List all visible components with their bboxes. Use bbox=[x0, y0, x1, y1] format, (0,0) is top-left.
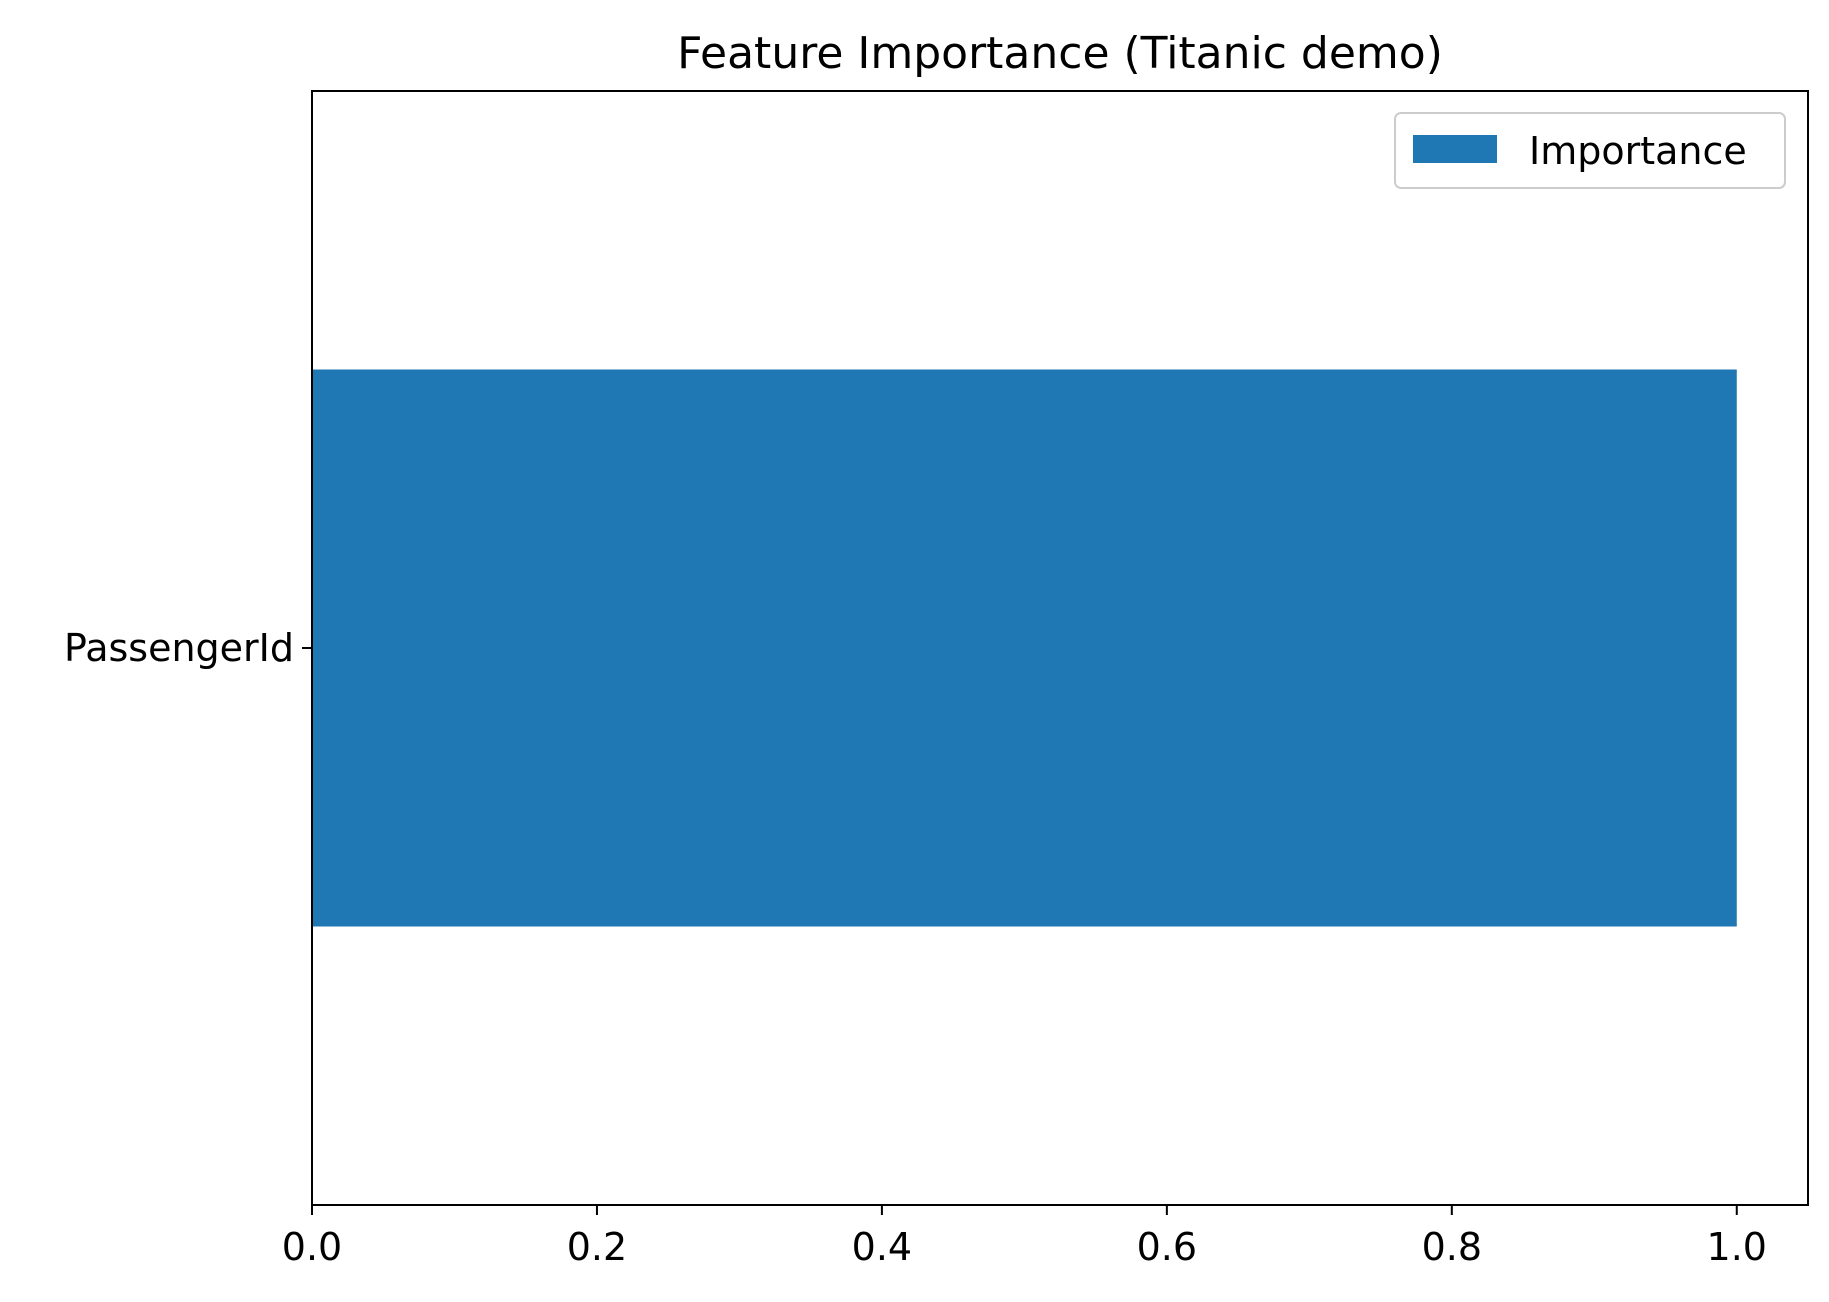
legend: Importance bbox=[1394, 112, 1786, 189]
x-tick-label: 0.6 bbox=[1137, 1225, 1197, 1269]
chart-title: Feature Importance (Titanic demo) bbox=[677, 28, 1443, 79]
x-tick-label: 0.0 bbox=[282, 1225, 342, 1269]
x-axis: 0.0 0.2 0.4 0.6 0.8 1.0 bbox=[282, 1205, 1767, 1269]
x-tick-label: 0.2 bbox=[567, 1225, 627, 1269]
plot-area bbox=[312, 369, 1737, 927]
y-axis: PassengerId bbox=[64, 626, 312, 670]
y-tick-label: PassengerId bbox=[64, 626, 294, 670]
x-tick-label: 0.4 bbox=[852, 1225, 912, 1269]
bar-passengerid bbox=[312, 369, 1737, 927]
legend-swatch bbox=[1413, 135, 1497, 163]
x-tick-label: 0.8 bbox=[1422, 1225, 1482, 1269]
x-tick-label: 1.0 bbox=[1707, 1225, 1767, 1269]
plot-frame bbox=[311, 90, 1809, 1206]
legend-label: Importance bbox=[1529, 129, 1747, 173]
legend-box bbox=[1394, 112, 1786, 189]
